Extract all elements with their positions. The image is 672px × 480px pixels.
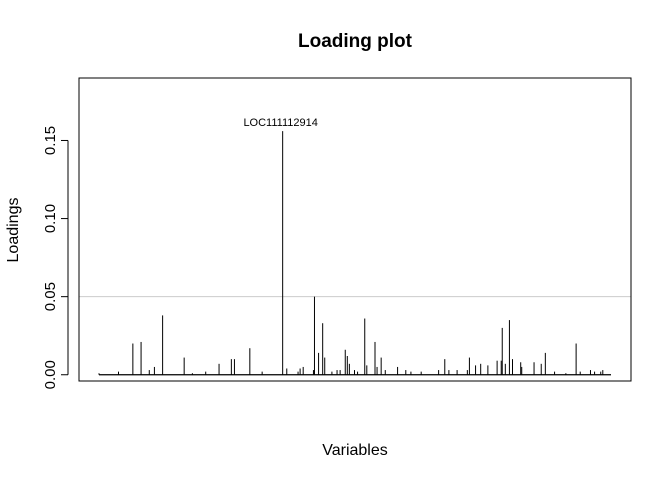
loading-bars [79,131,631,376]
plot-frame [78,77,632,382]
chart-title: Loading plot [298,31,413,52]
x-axis-label: Variables [322,442,388,459]
peak-annotation: LOC111112914 [243,117,317,129]
y-tick-label: 0.10 [42,204,59,233]
y-tick-label: 0.05 [42,282,59,311]
y-axis: 0.00 0.05 0.10 0.15 [42,126,69,389]
y-tick-label: 0.15 [42,126,59,155]
y-axis-label: Loadings [5,198,22,263]
y-tick-label: 0.00 [42,360,59,389]
